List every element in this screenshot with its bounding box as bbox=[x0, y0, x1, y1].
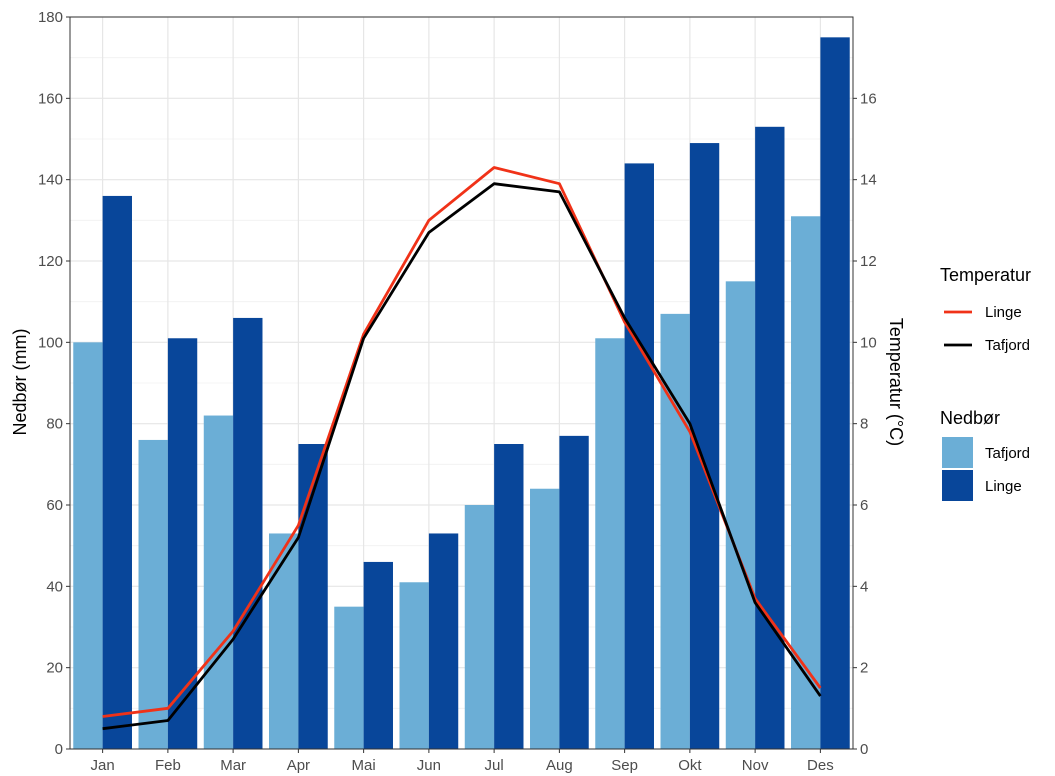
legend-key-bar-tafjord bbox=[942, 437, 973, 468]
legend-label-bar-linge: Linge bbox=[985, 478, 1022, 495]
bar-tafjord-mai bbox=[334, 606, 364, 749]
y-tick-label: 160 bbox=[38, 90, 63, 107]
x-tick-label: Des bbox=[807, 757, 834, 774]
bar-linge-mai bbox=[363, 561, 393, 749]
bar-tafjord-jul bbox=[464, 505, 495, 749]
x-tick-label: Sep bbox=[611, 757, 638, 774]
bar-linge-jul bbox=[494, 444, 524, 749]
legend-key-bar-linge bbox=[942, 470, 973, 501]
y2-tick-label: 12 bbox=[860, 253, 877, 270]
y2-tick-label: 6 bbox=[860, 497, 868, 514]
legend-label-line-linge: Linge bbox=[985, 304, 1022, 321]
x-tick-label: Apr bbox=[287, 757, 310, 774]
plot-panel-border bbox=[69, 16, 854, 750]
bar-linge-aug bbox=[559, 435, 589, 749]
x-tick-label: Okt bbox=[678, 757, 702, 774]
y-tick-label: 180 bbox=[38, 9, 63, 26]
x-tick-label: Jan bbox=[91, 757, 115, 774]
y2-tick-label: 16 bbox=[860, 90, 877, 107]
bar-linge-mar bbox=[233, 317, 263, 749]
x-tick-label: Jul bbox=[485, 757, 504, 774]
y-axis-title: Nedbør (mm) bbox=[10, 329, 30, 436]
temperature-legend-title: Temperatur bbox=[940, 265, 1031, 285]
legend-label-line-tafjord: Tafjord bbox=[985, 337, 1030, 354]
bar-linge-jan bbox=[102, 195, 132, 749]
y-tick-label: 0 bbox=[55, 741, 63, 758]
bar-linge-sep bbox=[624, 163, 654, 749]
bar-linge-jun bbox=[428, 533, 459, 749]
x-tick-label: Jun bbox=[417, 757, 441, 774]
axes: 0 20 40 60 80 100 120 140 160 180 0 2 4 6 8 10 12 14 16 Jan… bbox=[38, 9, 877, 774]
y2-tick-label: 2 bbox=[860, 660, 868, 677]
x-tick-label: Mai bbox=[352, 757, 376, 774]
x-tick-label: Nov bbox=[742, 757, 769, 774]
bar-tafjord-jan bbox=[73, 342, 103, 749]
precipitation-legend-title: Nedbør bbox=[940, 408, 1000, 428]
bar-tafjord-sep bbox=[595, 338, 625, 749]
temperature-lines bbox=[102, 166, 822, 731]
y-tick-label: 140 bbox=[38, 172, 63, 189]
bar-tafjord-mar bbox=[203, 415, 234, 749]
bar-tafjord-feb bbox=[138, 439, 168, 749]
y-tick-label: 80 bbox=[46, 416, 63, 433]
y-tick-label: 120 bbox=[38, 253, 63, 270]
y2-tick-label: 14 bbox=[860, 172, 877, 189]
bar-tafjord-aug bbox=[530, 488, 560, 749]
y-tick-label: 100 bbox=[38, 334, 63, 351]
bar-tafjord-jun bbox=[399, 582, 429, 749]
x-tick-label: Mar bbox=[220, 757, 246, 774]
bar-tafjord-apr bbox=[269, 533, 299, 749]
legend-label-bar-tafjord: Tafjord bbox=[985, 445, 1030, 462]
bar-tafjord-nov bbox=[725, 281, 756, 749]
y2-tick-label: 0 bbox=[860, 741, 868, 758]
bar-tafjord-okt bbox=[660, 313, 690, 749]
bar-linge-des bbox=[820, 37, 850, 750]
temperature-line-tafjord bbox=[102, 182, 822, 731]
temperature-legend: Temperatur Linge Tafjord bbox=[940, 265, 1031, 354]
y2-tick-label: 10 bbox=[860, 334, 877, 351]
y2-tick-label: 8 bbox=[860, 416, 868, 433]
y-tick-label: 20 bbox=[46, 660, 63, 677]
y-tick-label: 60 bbox=[46, 497, 63, 514]
bar-linge-nov bbox=[755, 126, 785, 750]
y2-axis-title: Temperatur (°C) bbox=[886, 318, 906, 446]
x-tick-label: Aug bbox=[546, 757, 573, 774]
precipitation-legend: Nedbør Tafjord Linge bbox=[940, 408, 1030, 501]
precipitation-bars bbox=[73, 37, 850, 750]
x-tick-label: Feb bbox=[155, 757, 181, 774]
y2-tick-label: 4 bbox=[860, 578, 868, 595]
y-tick-label: 40 bbox=[46, 578, 63, 595]
temperature-line-linge bbox=[102, 166, 822, 718]
